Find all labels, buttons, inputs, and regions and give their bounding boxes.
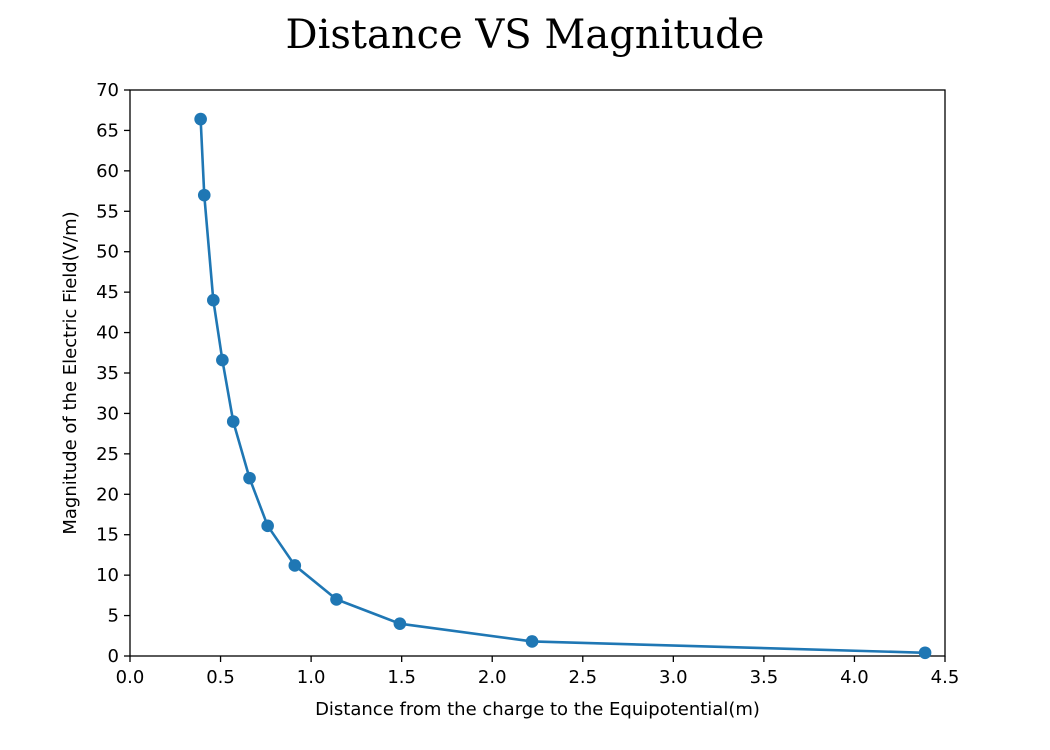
data-point — [207, 293, 220, 307]
data-point — [226, 415, 240, 428]
y-tick-label: 20 — [96, 484, 119, 505]
chart-title: Distance VS Magnitude — [286, 12, 765, 58]
data-point — [261, 519, 274, 533]
y-axis: 0 5 10 15 20 25 30 35 40 45 50 55 60 65 70 — [96, 80, 130, 667]
x-tick-label: 0.5 — [206, 667, 235, 688]
y-tick-label: 60 — [96, 161, 119, 182]
data-point — [216, 353, 229, 367]
x-tick-label: 3.0 — [659, 667, 688, 688]
y-tick-label: 50 — [96, 242, 119, 263]
data-point — [243, 471, 256, 485]
y-tick-label: 30 — [96, 403, 119, 424]
data-point — [330, 593, 343, 606]
x-tick-label: 2.5 — [568, 667, 597, 688]
y-tick-label: 40 — [96, 323, 119, 344]
series-layer — [194, 112, 932, 660]
y-tick-label: 45 — [96, 282, 119, 303]
y-tick-label: 25 — [96, 444, 119, 465]
y-axis-label: Magnitude of the Electric Field(V/m) — [60, 211, 81, 534]
data-point — [194, 112, 207, 126]
x-tick-label: 1.5 — [387, 667, 416, 688]
data-point — [197, 188, 211, 202]
plot-area — [129, 89, 946, 657]
series-line — [199, 119, 926, 655]
x-tick-label: 3.5 — [750, 667, 779, 688]
data-point — [525, 635, 539, 648]
data-point — [918, 646, 932, 660]
x-tick-label: 2.0 — [478, 667, 507, 688]
y-tick-label: 15 — [96, 525, 119, 546]
y-tick-label: 5 — [108, 606, 119, 627]
y-tick-label: 10 — [96, 565, 119, 586]
x-axis-label: Distance from the charge to the Equipote… — [315, 699, 760, 720]
x-tick-label: 1.0 — [297, 667, 326, 688]
y-tick-label: 65 — [96, 120, 119, 141]
x-axis: 0.0 0.5 1.0 1.5 2.0 2.5 3.0 3.5 4.0 4.5 — [116, 656, 960, 688]
data-point — [393, 617, 407, 630]
y-tick-label: 35 — [96, 363, 119, 384]
x-tick-label: 0.0 — [116, 667, 145, 688]
y-tick-label: 70 — [96, 80, 119, 101]
data-point — [288, 559, 302, 572]
x-tick-label: 4.0 — [840, 667, 869, 688]
y-tick-label: 55 — [96, 201, 119, 222]
x-tick-label: 4.5 — [931, 667, 960, 688]
y-tick-label: 0 — [108, 646, 119, 667]
